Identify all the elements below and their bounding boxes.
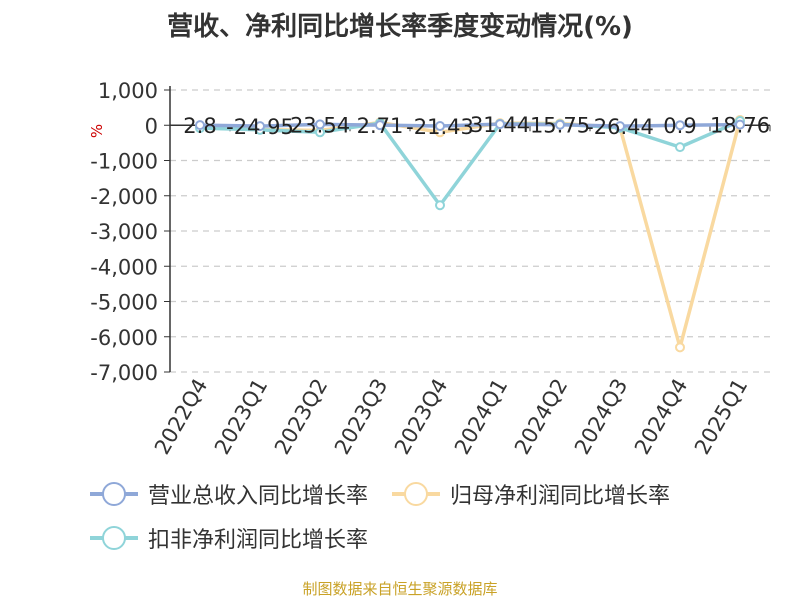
- y-tick-label: -7,000: [90, 361, 158, 385]
- legend-label: 营业总收入同比增长率: [148, 484, 369, 509]
- data-label: 31.44: [470, 113, 530, 137]
- y-tick-label: -2,000: [90, 185, 158, 209]
- x-tick-label: 2024Q1: [450, 375, 512, 459]
- data-point: [255, 121, 265, 132]
- data-point: [735, 119, 745, 130]
- x-tick-label: 2024Q4: [630, 375, 692, 459]
- data-label: -26.44: [586, 115, 654, 139]
- legend-symbol-icon: [90, 480, 138, 508]
- x-tick-label: 2023Q3: [330, 375, 392, 459]
- data-point: [675, 120, 685, 131]
- legend-item[interactable]: 归母净利润同比增长率: [392, 478, 670, 510]
- data-label: 2.8: [183, 114, 216, 138]
- data-label: 23.54: [290, 113, 350, 137]
- y-axis-label: %: [88, 124, 106, 138]
- y-tick-label: -6,000: [90, 326, 158, 350]
- data-point: [375, 120, 385, 131]
- data-label: 18.76: [710, 114, 770, 138]
- legend-marker: [102, 482, 126, 506]
- legend-marker: [102, 526, 126, 550]
- data-point: [315, 119, 325, 130]
- legend-item[interactable]: 扣非净利润同比增长率: [90, 522, 766, 554]
- x-tick-label: 2023Q2: [270, 375, 332, 459]
- data-point: [435, 121, 445, 132]
- legend-label: 扣非净利润同比增长率: [148, 528, 369, 553]
- chart-title: 营收、净利同比增长率季度变动情况(%): [167, 12, 633, 42]
- legend-item[interactable]: 营业总收入同比增长率: [90, 478, 368, 510]
- x-tick-label: 2024Q3: [570, 375, 632, 459]
- legend-label: 归母净利润同比增长率: [450, 484, 671, 509]
- data-label: -21.43: [406, 115, 474, 139]
- data-point: [435, 200, 445, 211]
- data-label: 15.75: [530, 114, 590, 138]
- series-layer: [195, 114, 745, 353]
- legend-marker: [404, 482, 429, 506]
- data-label: 2.71: [357, 114, 404, 138]
- y-tick-label: -5,000: [90, 291, 158, 315]
- data-point: [615, 121, 625, 132]
- x-tick-label: 2022Q4: [150, 375, 212, 459]
- y-tick-label: 1,000: [98, 79, 158, 103]
- x-tick-label: 2025Q1: [690, 375, 752, 459]
- data-point: [675, 342, 685, 353]
- legend-symbol-icon: [392, 480, 441, 508]
- data-point: [555, 119, 565, 130]
- y-tick-label: 0: [145, 114, 158, 138]
- x-tick-label: 2023Q4: [390, 375, 452, 459]
- series-line: [199, 119, 742, 350]
- y-tick-label: -1,000: [90, 150, 158, 174]
- data-label: 0.9: [663, 114, 696, 138]
- data-point: [195, 120, 205, 131]
- x-tick-label: 2024Q2: [510, 375, 572, 459]
- source-note: 制图数据来自恒生聚源数据库: [302, 580, 498, 598]
- series-line: [199, 122, 741, 128]
- data-point: [495, 119, 505, 130]
- y-tick-label: -4,000: [90, 255, 158, 279]
- legend: 营业总收入同比增长率 归母净利润同比增长率扣非净利润同比增长率: [90, 478, 790, 566]
- x-tick-label: 2023Q1: [210, 375, 272, 459]
- series-line: [199, 119, 741, 208]
- legend-symbol-icon: [90, 524, 138, 552]
- y-tick-label: -3,000: [90, 220, 158, 244]
- data-label: -24.95: [226, 115, 294, 139]
- data-point: [675, 142, 685, 153]
